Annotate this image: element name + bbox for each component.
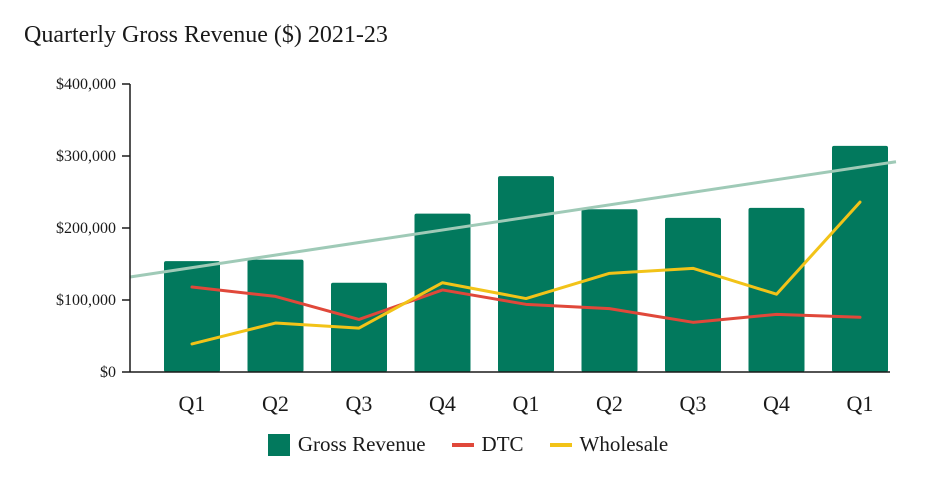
- bar-gross-revenue: [581, 209, 638, 372]
- bar-gross-revenue: [498, 176, 554, 372]
- y-tick-label: $400,000: [56, 76, 116, 93]
- y-tick-label: $100,000: [56, 292, 116, 309]
- legend-label: Wholesale: [579, 432, 669, 456]
- x-tick-label: Q2: [596, 391, 623, 416]
- legend-label: DTC: [481, 432, 524, 456]
- bar-gross-revenue: [247, 259, 304, 372]
- legend-item-gross-revenue[interactable]: Gross Revenue: [267, 432, 426, 457]
- legend-item-dtc[interactable]: DTC: [451, 432, 524, 457]
- x-tick-label: Q3: [680, 391, 707, 416]
- bar-gross-revenue: [414, 213, 471, 372]
- y-tick-label: $200,000: [56, 220, 116, 237]
- y-tick-label: $0: [100, 364, 116, 381]
- x-tick-label: Q1: [847, 391, 874, 416]
- line-dtc: [190, 285, 862, 324]
- legend-item-wholesale[interactable]: Wholesale: [549, 432, 669, 457]
- line-wholesale: [190, 200, 862, 346]
- x-tick-label: Q4: [429, 391, 456, 416]
- x-axis-labels: Q1 Q2 Q3 Q4 Q1 Q2 Q3 Q4 Q1: [179, 391, 874, 416]
- legend-label: Gross Revenue: [297, 432, 426, 456]
- bar-gross-revenue: [832, 145, 888, 372]
- bar-gross-revenue: [748, 207, 805, 372]
- lines-layer: [190, 200, 862, 346]
- x-tick-label: Q4: [763, 391, 790, 416]
- trendline-gross-revenue: [129, 160, 897, 279]
- x-tick-label: Q1: [179, 391, 206, 416]
- x-tick-label: Q1: [513, 391, 540, 416]
- bar-gross-revenue: [164, 261, 220, 372]
- y-tick-label: $300,000: [56, 148, 116, 165]
- chart-title: Quarterly Gross Revenue ($) 2021-23: [24, 22, 388, 48]
- x-tick-label: Q2: [262, 391, 289, 416]
- x-tick-label: Q3: [346, 391, 373, 416]
- legend-swatch-gross-revenue: [267, 433, 290, 456]
- legend-swatch-wholesale: [549, 442, 572, 447]
- trendline-layer: [129, 160, 897, 279]
- legend-swatch-dtc: [451, 442, 474, 447]
- y-axis: $0 $100,000 $200,000 $300,000 $400,000: [56, 76, 890, 381]
- bar-gross-revenue: [665, 217, 721, 372]
- legend: Gross Revenue DTC Wholesale: [0, 432, 936, 457]
